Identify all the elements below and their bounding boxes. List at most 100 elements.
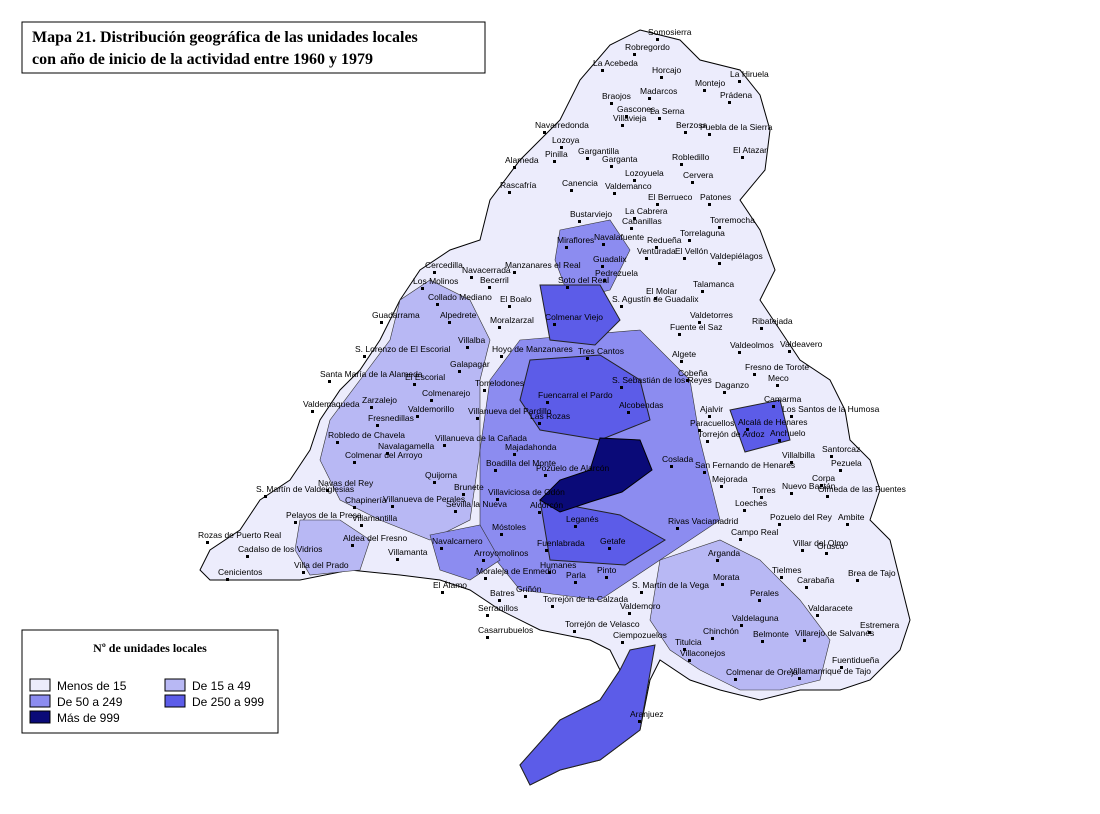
place-label: Alpedrete	[440, 310, 477, 320]
place-dot	[718, 262, 721, 265]
place-label: Griñón	[516, 584, 542, 594]
place-dot	[691, 181, 694, 184]
place-label: Humanes	[540, 560, 576, 570]
place-label: Colmenar Viejo	[545, 312, 603, 322]
place-dot	[458, 370, 461, 373]
place-label: Villaviciosa de Odón	[488, 487, 565, 497]
place-label: El Boalo	[500, 294, 532, 304]
place-dot	[708, 133, 711, 136]
place-dot	[741, 156, 744, 159]
place-dot	[825, 552, 828, 555]
place-dot	[486, 614, 489, 617]
zone	[554, 219, 631, 301]
place-dot	[826, 495, 829, 498]
place-label: Carabaña	[797, 575, 835, 585]
place-label: Mejorada	[712, 474, 748, 484]
legend-swatch	[29, 694, 51, 708]
zone	[429, 524, 501, 581]
place-label: Cervera	[683, 170, 714, 180]
place-label: Gascones	[617, 104, 655, 114]
place-label: Fuente el Saz	[670, 322, 722, 332]
place-label: Colmenar del Arroyo	[345, 450, 423, 460]
place-dot	[670, 465, 673, 468]
place-label: Villalbilla	[782, 450, 815, 460]
place-label: Villarejo de Salvanés	[795, 628, 874, 638]
zone	[539, 284, 621, 346]
place-dot	[628, 612, 631, 615]
place-label: Pozuelo del Rey	[770, 512, 833, 522]
legend-swatch	[164, 694, 186, 708]
place-dot	[544, 474, 547, 477]
place-label: Cabanillas	[622, 216, 662, 226]
place-label: Anchuelo	[770, 428, 806, 438]
place-dot	[728, 101, 731, 104]
place-dot	[376, 424, 379, 427]
place-dot	[839, 469, 842, 472]
place-label: Navalafuente	[594, 232, 644, 242]
place-label: Talamanca	[693, 279, 734, 289]
place-dot	[553, 323, 556, 326]
legend-label: Más de 999	[57, 711, 120, 725]
place-label: Torrejón de Ardoz	[698, 429, 765, 439]
place-label: Alcobendas	[619, 400, 663, 410]
place-dot	[430, 399, 433, 402]
place-dot	[790, 415, 793, 418]
place-dot	[538, 422, 541, 425]
place-label: Cercedilla	[425, 260, 463, 270]
place-label: Fresnedillas	[368, 413, 414, 423]
place-label: Villaconejos	[680, 648, 725, 658]
place-dot	[508, 191, 511, 194]
place-label: Rivas Vaciamadrid	[668, 516, 739, 526]
place-label: Pelayos de la Presa	[286, 510, 362, 520]
place-dot	[482, 559, 485, 562]
place-dot	[683, 648, 686, 651]
place-dot	[688, 659, 691, 662]
zone	[649, 539, 831, 691]
place-label: Robledillo	[672, 152, 710, 162]
place-label: Serranillos	[478, 603, 518, 613]
zone	[294, 519, 371, 576]
place-dot	[416, 415, 419, 418]
place-label: Redueña	[647, 235, 682, 245]
place-dot	[645, 257, 648, 260]
place-dot	[462, 493, 465, 496]
place-dot	[483, 389, 486, 392]
place-dot	[486, 636, 489, 639]
legend-label: De 15 a 49	[192, 679, 251, 693]
legend-swatch	[29, 710, 51, 724]
place-dot	[621, 641, 624, 644]
place-dot	[738, 351, 741, 354]
place-dot	[326, 489, 329, 492]
place-label: Santa María de la Alameda	[320, 369, 423, 379]
place-label: Torrejón de la Calzada	[543, 594, 628, 604]
place-dot	[790, 461, 793, 464]
place-dot	[353, 506, 356, 509]
place-dot	[441, 591, 444, 594]
place-label: Nuevo Baztán	[782, 481, 836, 491]
place-dot	[656, 203, 659, 206]
place-dot	[443, 444, 446, 447]
place-dot	[246, 555, 249, 558]
place-label: El Álamo	[433, 580, 467, 590]
place-dot	[466, 346, 469, 349]
place-dot	[627, 411, 630, 414]
place-dot	[328, 380, 331, 383]
title-line: con año de inicio de la actividad entre …	[32, 51, 373, 68]
place-dot	[740, 624, 743, 627]
place-dot	[363, 355, 366, 358]
place-dot	[680, 360, 683, 363]
title-line: Mapa 21. Distribución geográfica de las …	[32, 29, 418, 46]
place-label: Torremocha	[710, 215, 755, 225]
place-label: Collado Mediano	[428, 292, 492, 302]
place-dot	[605, 576, 608, 579]
place-dot	[856, 579, 859, 582]
place-dot	[574, 525, 577, 528]
place-label: Torrejón de Velasco	[565, 619, 640, 629]
place-dot	[780, 576, 783, 579]
place-dot	[548, 571, 551, 574]
place-label: Moraleja de Enmedio	[476, 566, 557, 576]
place-label: Soto del Real	[558, 275, 609, 285]
place-label: Brea de Tajo	[848, 568, 896, 578]
place-label: La Hiruela	[730, 69, 769, 79]
